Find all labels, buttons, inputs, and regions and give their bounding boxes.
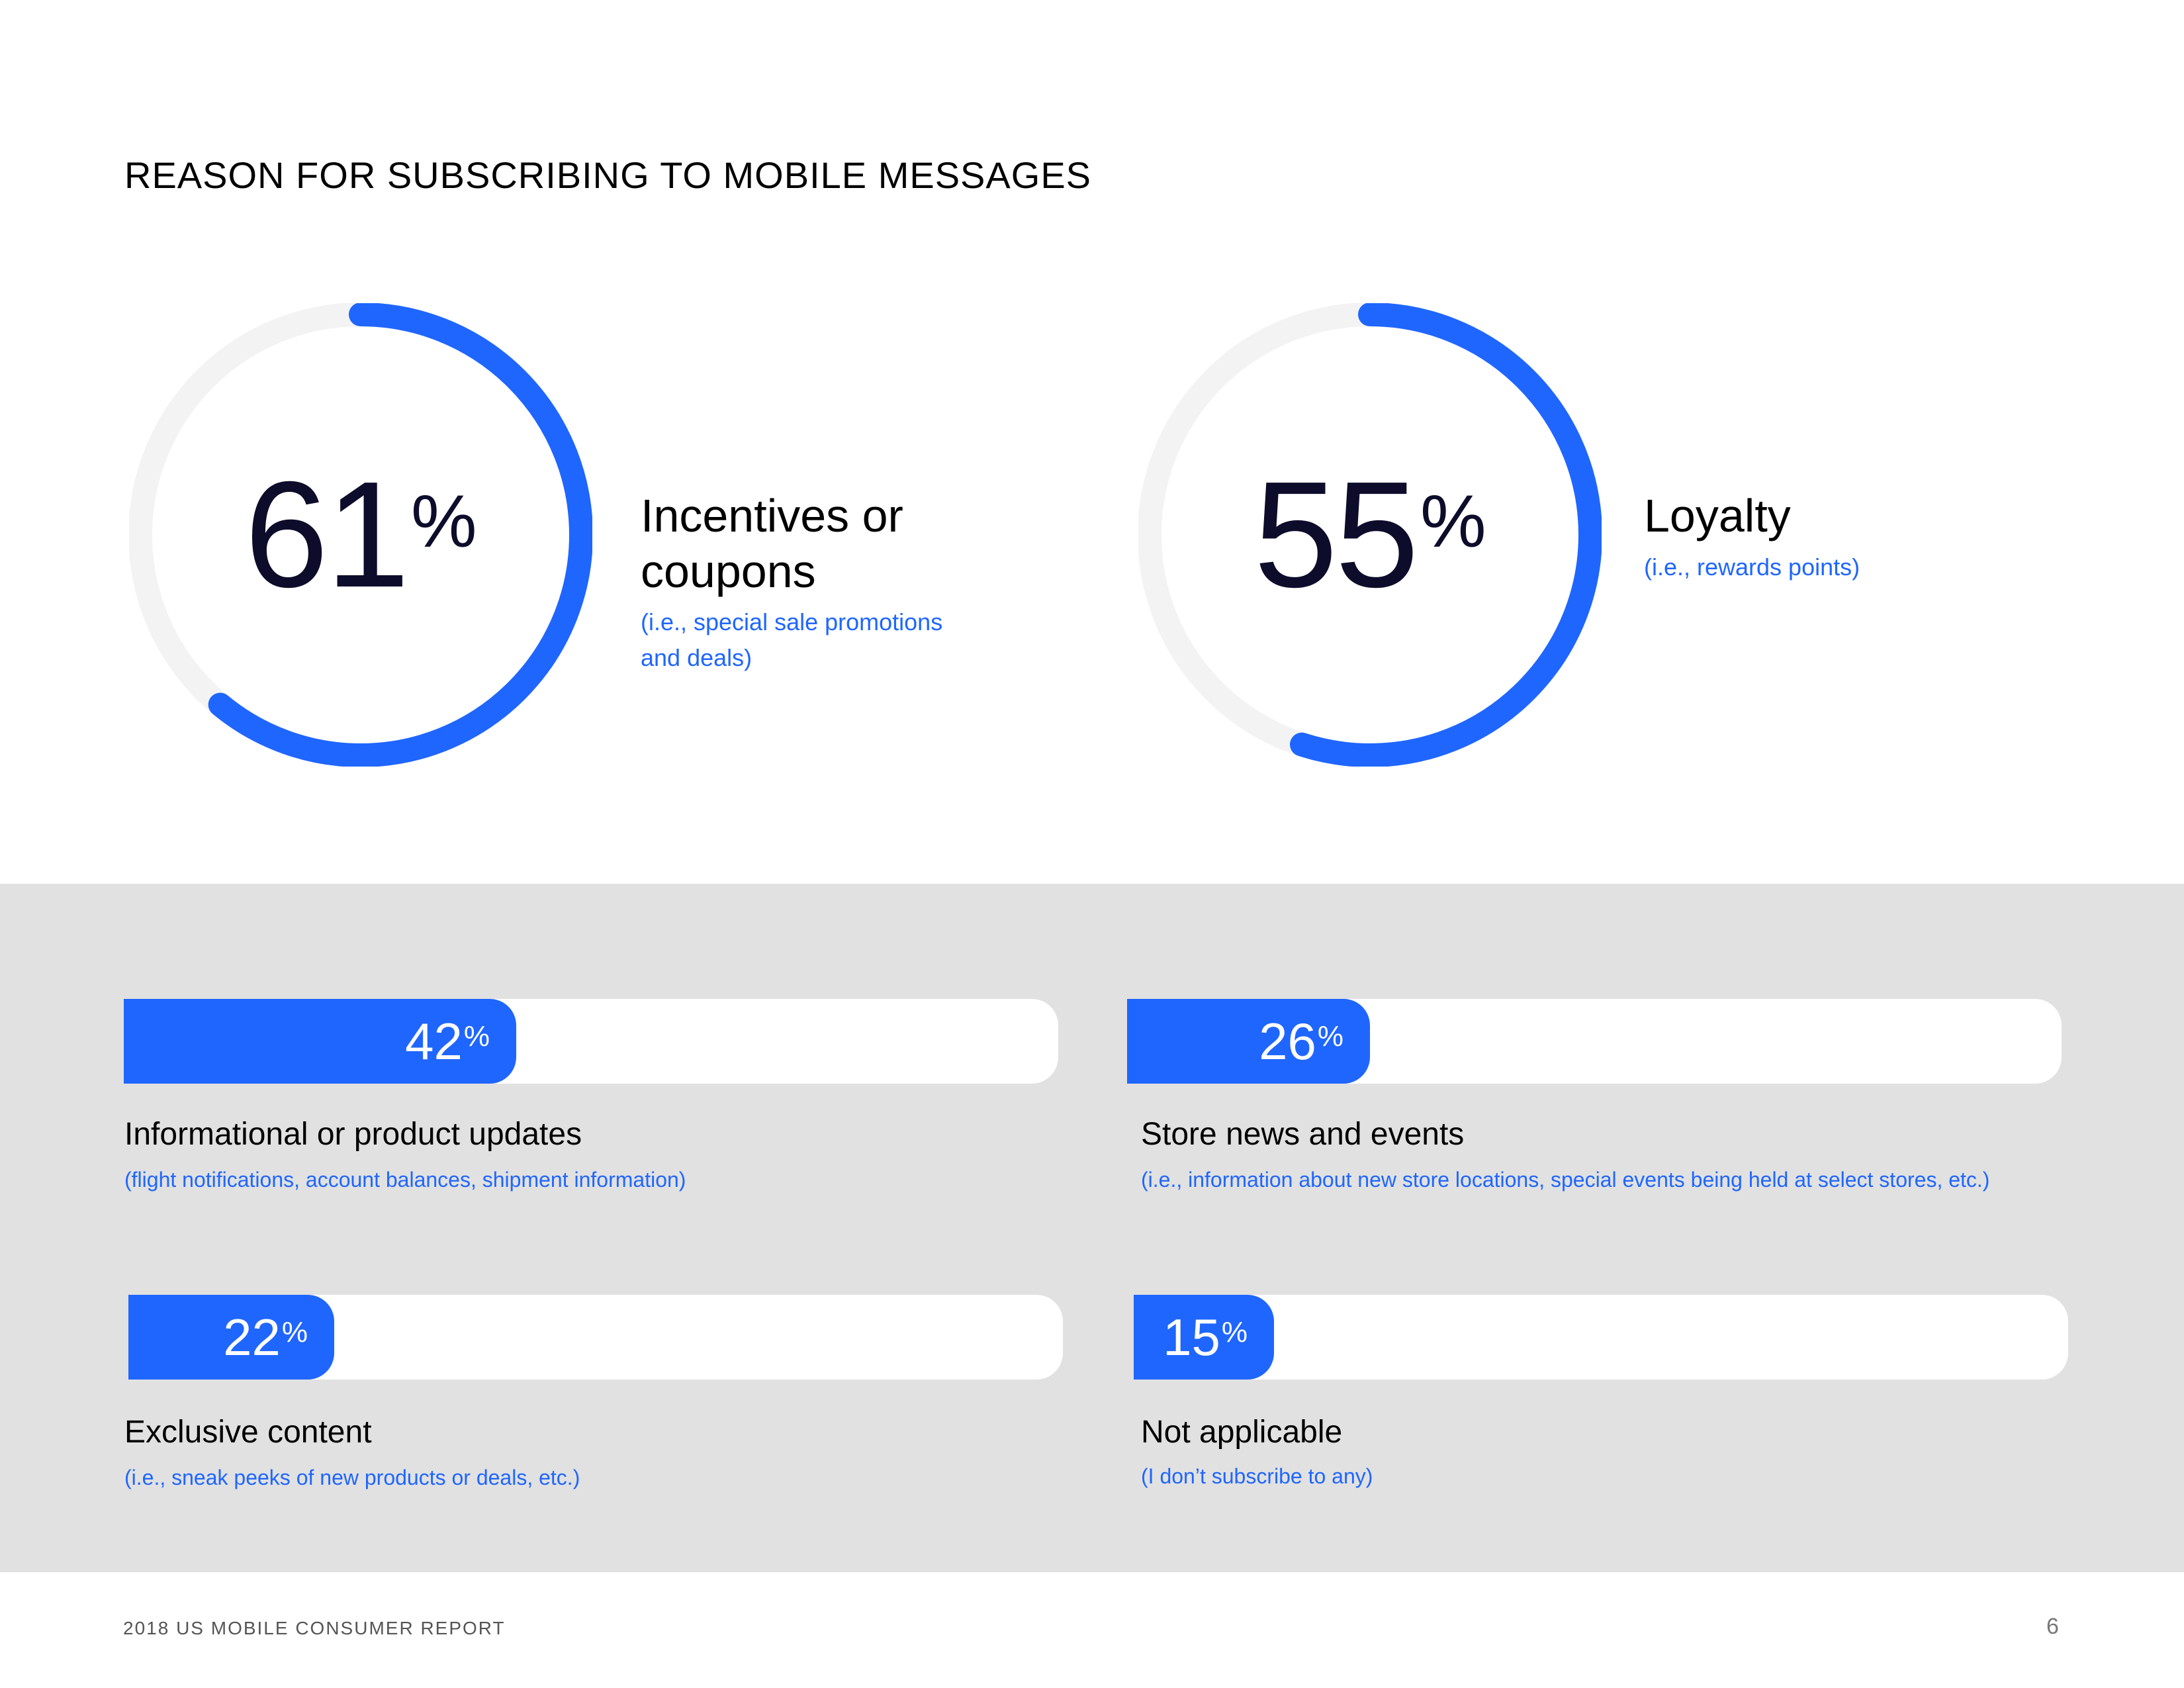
donut-arc-incentives: [129, 303, 592, 767]
donut-number: 61: [244, 451, 410, 619]
bar-label-store-news: Store news and events: [1141, 1117, 1465, 1152]
donut-sublabel-loyalty: (i.e., rewards points): [1644, 549, 1860, 585]
bar-label-informational: Informational or product updates: [124, 1117, 582, 1152]
page-title: REASON FOR SUBSCRIBING TO MOBILE MESSAGE…: [124, 154, 1092, 196]
bar-track-store-news: 26%: [1127, 999, 2062, 1084]
bar-fill-store-news: 26%: [1127, 999, 1370, 1084]
donut-chart-loyalty: 55%: [1138, 303, 1602, 767]
bar-value: 26: [1259, 1012, 1316, 1070]
donut-sublabel-line: (i.e., special sale promotions: [641, 608, 943, 635]
percent-sign: %: [411, 480, 477, 563]
donut-sublabel-incentives: (i.e., special sale promotions and deals…: [641, 604, 942, 676]
bar-label-not-applicable: Not applicable: [1141, 1415, 1343, 1450]
bar-fill-not-applicable: 15%: [1134, 1295, 1274, 1380]
footer-report-title: 2018 US MOBILE CONSUMER REPORT: [123, 1618, 506, 1638]
donut-label-line: Incentives or: [641, 490, 903, 541]
donut-label-line: coupons: [641, 545, 816, 597]
bar-value: 15: [1163, 1308, 1220, 1366]
donut-sublabel-line: (i.e., rewards points): [1644, 553, 1860, 581]
percent-sign: %: [1221, 1316, 1248, 1348]
page-number: 6: [2046, 1614, 2059, 1639]
bar-value: 42: [405, 1012, 463, 1070]
donut-label-loyalty: Loyalty: [1644, 488, 1791, 543]
bar-sublabel-informational: (flight notifications, account balances,…: [124, 1168, 686, 1192]
donut-svg-loyalty: [1138, 303, 1602, 767]
donut-chart-incentives: 61%: [129, 303, 592, 767]
donut-number: 55: [1253, 451, 1419, 619]
percent-sign: %: [1317, 1020, 1343, 1053]
bar-sublabel-exclusive: (i.e., sneak peeks of new products or de…: [124, 1466, 580, 1489]
bar-fill-exclusive: 22%: [128, 1295, 334, 1380]
donut-value-loyalty: 55%: [1138, 303, 1602, 767]
bar-track-informational: 42%: [124, 999, 1058, 1084]
percent-sign: %: [281, 1316, 308, 1348]
donut-label-incentives: Incentives or coupons: [641, 488, 903, 599]
bar-track-not-applicable: 15%: [1134, 1295, 2068, 1380]
donut-label-line: Loyalty: [1644, 490, 1791, 541]
percent-sign: %: [1420, 480, 1486, 563]
bar-label-exclusive: Exclusive content: [124, 1415, 372, 1450]
bar-sublabel-store-news: (i.e., information about new store locat…: [1141, 1168, 1990, 1192]
bar-track-exclusive: 22%: [128, 1295, 1063, 1380]
bar-sublabel-not-applicable: (I don’t subscribe to any): [1141, 1464, 1373, 1488]
donut-value-incentives: 61%: [129, 303, 592, 767]
bar-fill-informational: 42%: [124, 999, 516, 1084]
percent-sign: %: [463, 1020, 490, 1053]
donut-svg-incentives: [129, 303, 592, 767]
donut-arc-loyalty: [1138, 303, 1602, 767]
donut-sublabel-line: and deals): [641, 644, 752, 671]
bar-section-background: [0, 884, 2184, 1572]
bar-value: 22: [223, 1308, 281, 1366]
